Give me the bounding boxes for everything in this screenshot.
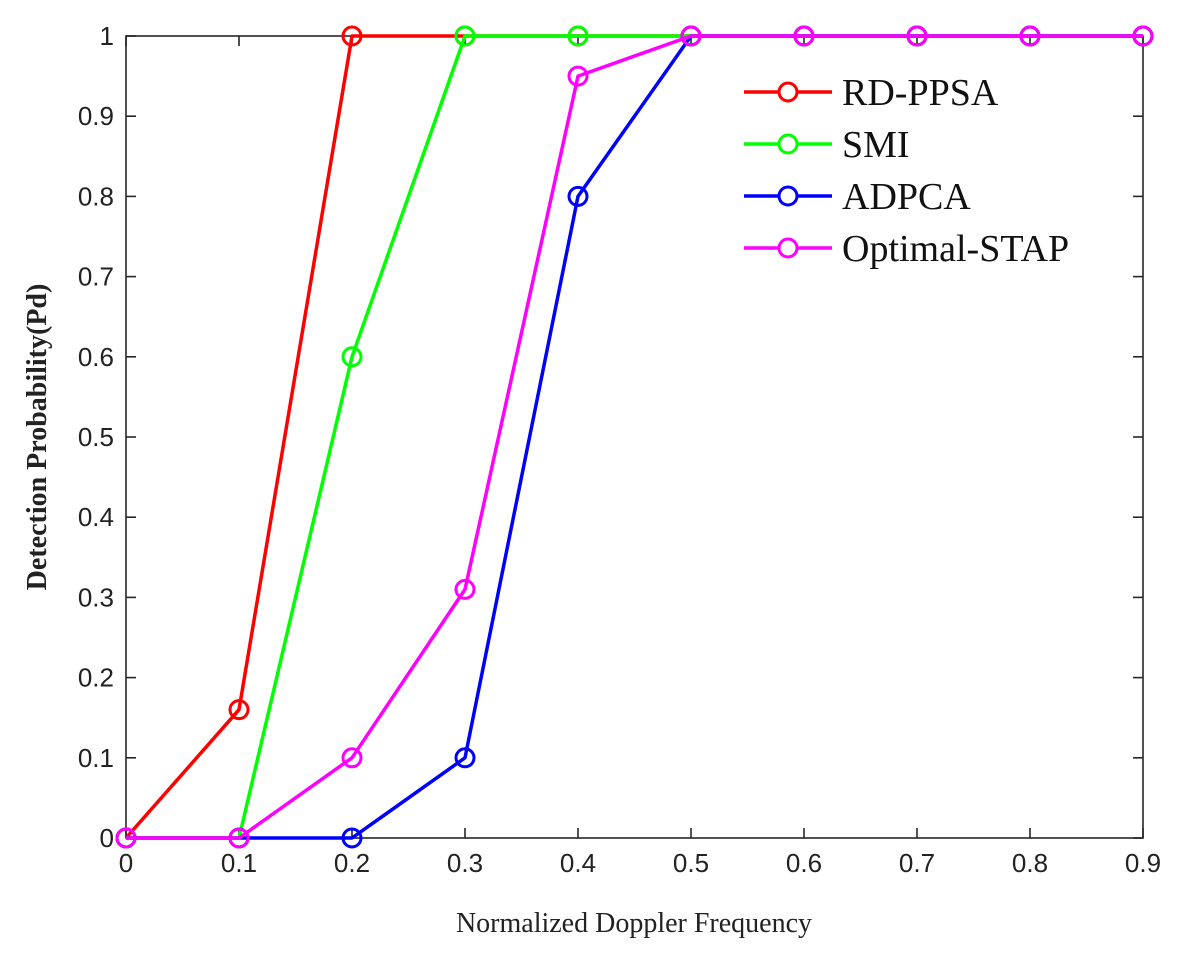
y-axis-title: Detection Probability(Pd) bbox=[22, 284, 53, 591]
series-group bbox=[115, 25, 1154, 849]
x-tick-label: 0.9 bbox=[1125, 848, 1161, 878]
legend-item-adpca: ADPCA bbox=[744, 176, 971, 218]
legend-item-smi: SMI bbox=[744, 124, 910, 166]
legend-label: SMI bbox=[842, 124, 910, 166]
legend-swatch-marker bbox=[777, 237, 799, 259]
y-tick-label: 0.5 bbox=[78, 422, 114, 452]
data-point-rd-ppsa bbox=[341, 25, 363, 47]
legend: RD-PPSA SMI ADPCA Optimal-STAP bbox=[744, 72, 1069, 270]
y-tick-label: 0.2 bbox=[78, 663, 114, 693]
data-point-adpca bbox=[567, 185, 589, 207]
data-point-optimal-stap bbox=[793, 25, 815, 47]
y-tick-label: 0.8 bbox=[78, 181, 114, 211]
data-point-smi bbox=[567, 25, 589, 47]
x-tick-label: 0.6 bbox=[786, 848, 822, 878]
y-tick-labels: 0 0.1 0.2 0.3 0.4 0.5 0.6 0.7 0.8 0.9 1 bbox=[78, 21, 1143, 853]
data-point-rd-ppsa bbox=[228, 699, 250, 721]
data-point-smi bbox=[341, 346, 363, 368]
data-point-optimal-stap bbox=[228, 827, 250, 849]
y-tick-label: 0.6 bbox=[78, 342, 114, 372]
data-point-optimal-stap bbox=[341, 747, 363, 769]
x-tick-label: 0.3 bbox=[447, 848, 483, 878]
data-point-adpca bbox=[454, 747, 476, 769]
x-tick-label: 0.2 bbox=[334, 848, 370, 878]
data-point-optimal-stap bbox=[454, 578, 476, 600]
y-tick-label: 0.9 bbox=[78, 101, 114, 131]
legend-label: Optimal-STAP bbox=[842, 228, 1069, 270]
series-optimal-stap bbox=[115, 25, 1154, 849]
x-axis-title: Normalized Doppler Frequency bbox=[456, 908, 812, 939]
legend-swatch-marker bbox=[777, 81, 799, 103]
x-tick-label: 0 bbox=[119, 848, 133, 878]
data-point-optimal-stap bbox=[567, 65, 589, 87]
data-point-optimal-stap bbox=[680, 25, 702, 47]
x-tick-label: 0.1 bbox=[221, 848, 257, 878]
y-tick-label: 0.1 bbox=[78, 743, 114, 773]
data-point-smi bbox=[454, 25, 476, 47]
legend-item-rd-ppsa: RD-PPSA bbox=[744, 72, 999, 114]
y-tick-label: 0 bbox=[100, 823, 114, 853]
data-point-optimal-stap bbox=[906, 25, 928, 47]
y-tick-label: 1 bbox=[100, 21, 114, 51]
x-tick-label: 0.4 bbox=[560, 848, 596, 878]
data-point-optimal-stap bbox=[1132, 25, 1154, 47]
legend-label: RD-PPSA bbox=[842, 72, 999, 114]
data-point-adpca bbox=[341, 827, 363, 849]
legend-item-optimal-stap: Optimal-STAP bbox=[744, 228, 1069, 270]
x-tick-label: 0.7 bbox=[899, 848, 935, 878]
x-tick-label: 0.5 bbox=[673, 848, 709, 878]
y-tick-label: 0.7 bbox=[78, 262, 114, 292]
data-point-optimal-stap bbox=[115, 827, 137, 849]
data-point-optimal-stap bbox=[1019, 25, 1041, 47]
x-tick-label: 0.8 bbox=[1012, 848, 1048, 878]
series-line-optimal-stap bbox=[126, 34, 1143, 840]
legend-swatch-marker bbox=[777, 185, 799, 207]
y-tick-label: 0.4 bbox=[78, 502, 114, 532]
legend-swatch-marker bbox=[777, 133, 799, 155]
x-tick-labels: 0 0.1 0.2 0.3 0.4 0.5 0.6 0.7 0.8 0.9 bbox=[119, 36, 1161, 878]
y-tick-label: 0.3 bbox=[78, 582, 114, 612]
legend-label: ADPCA bbox=[842, 176, 971, 218]
